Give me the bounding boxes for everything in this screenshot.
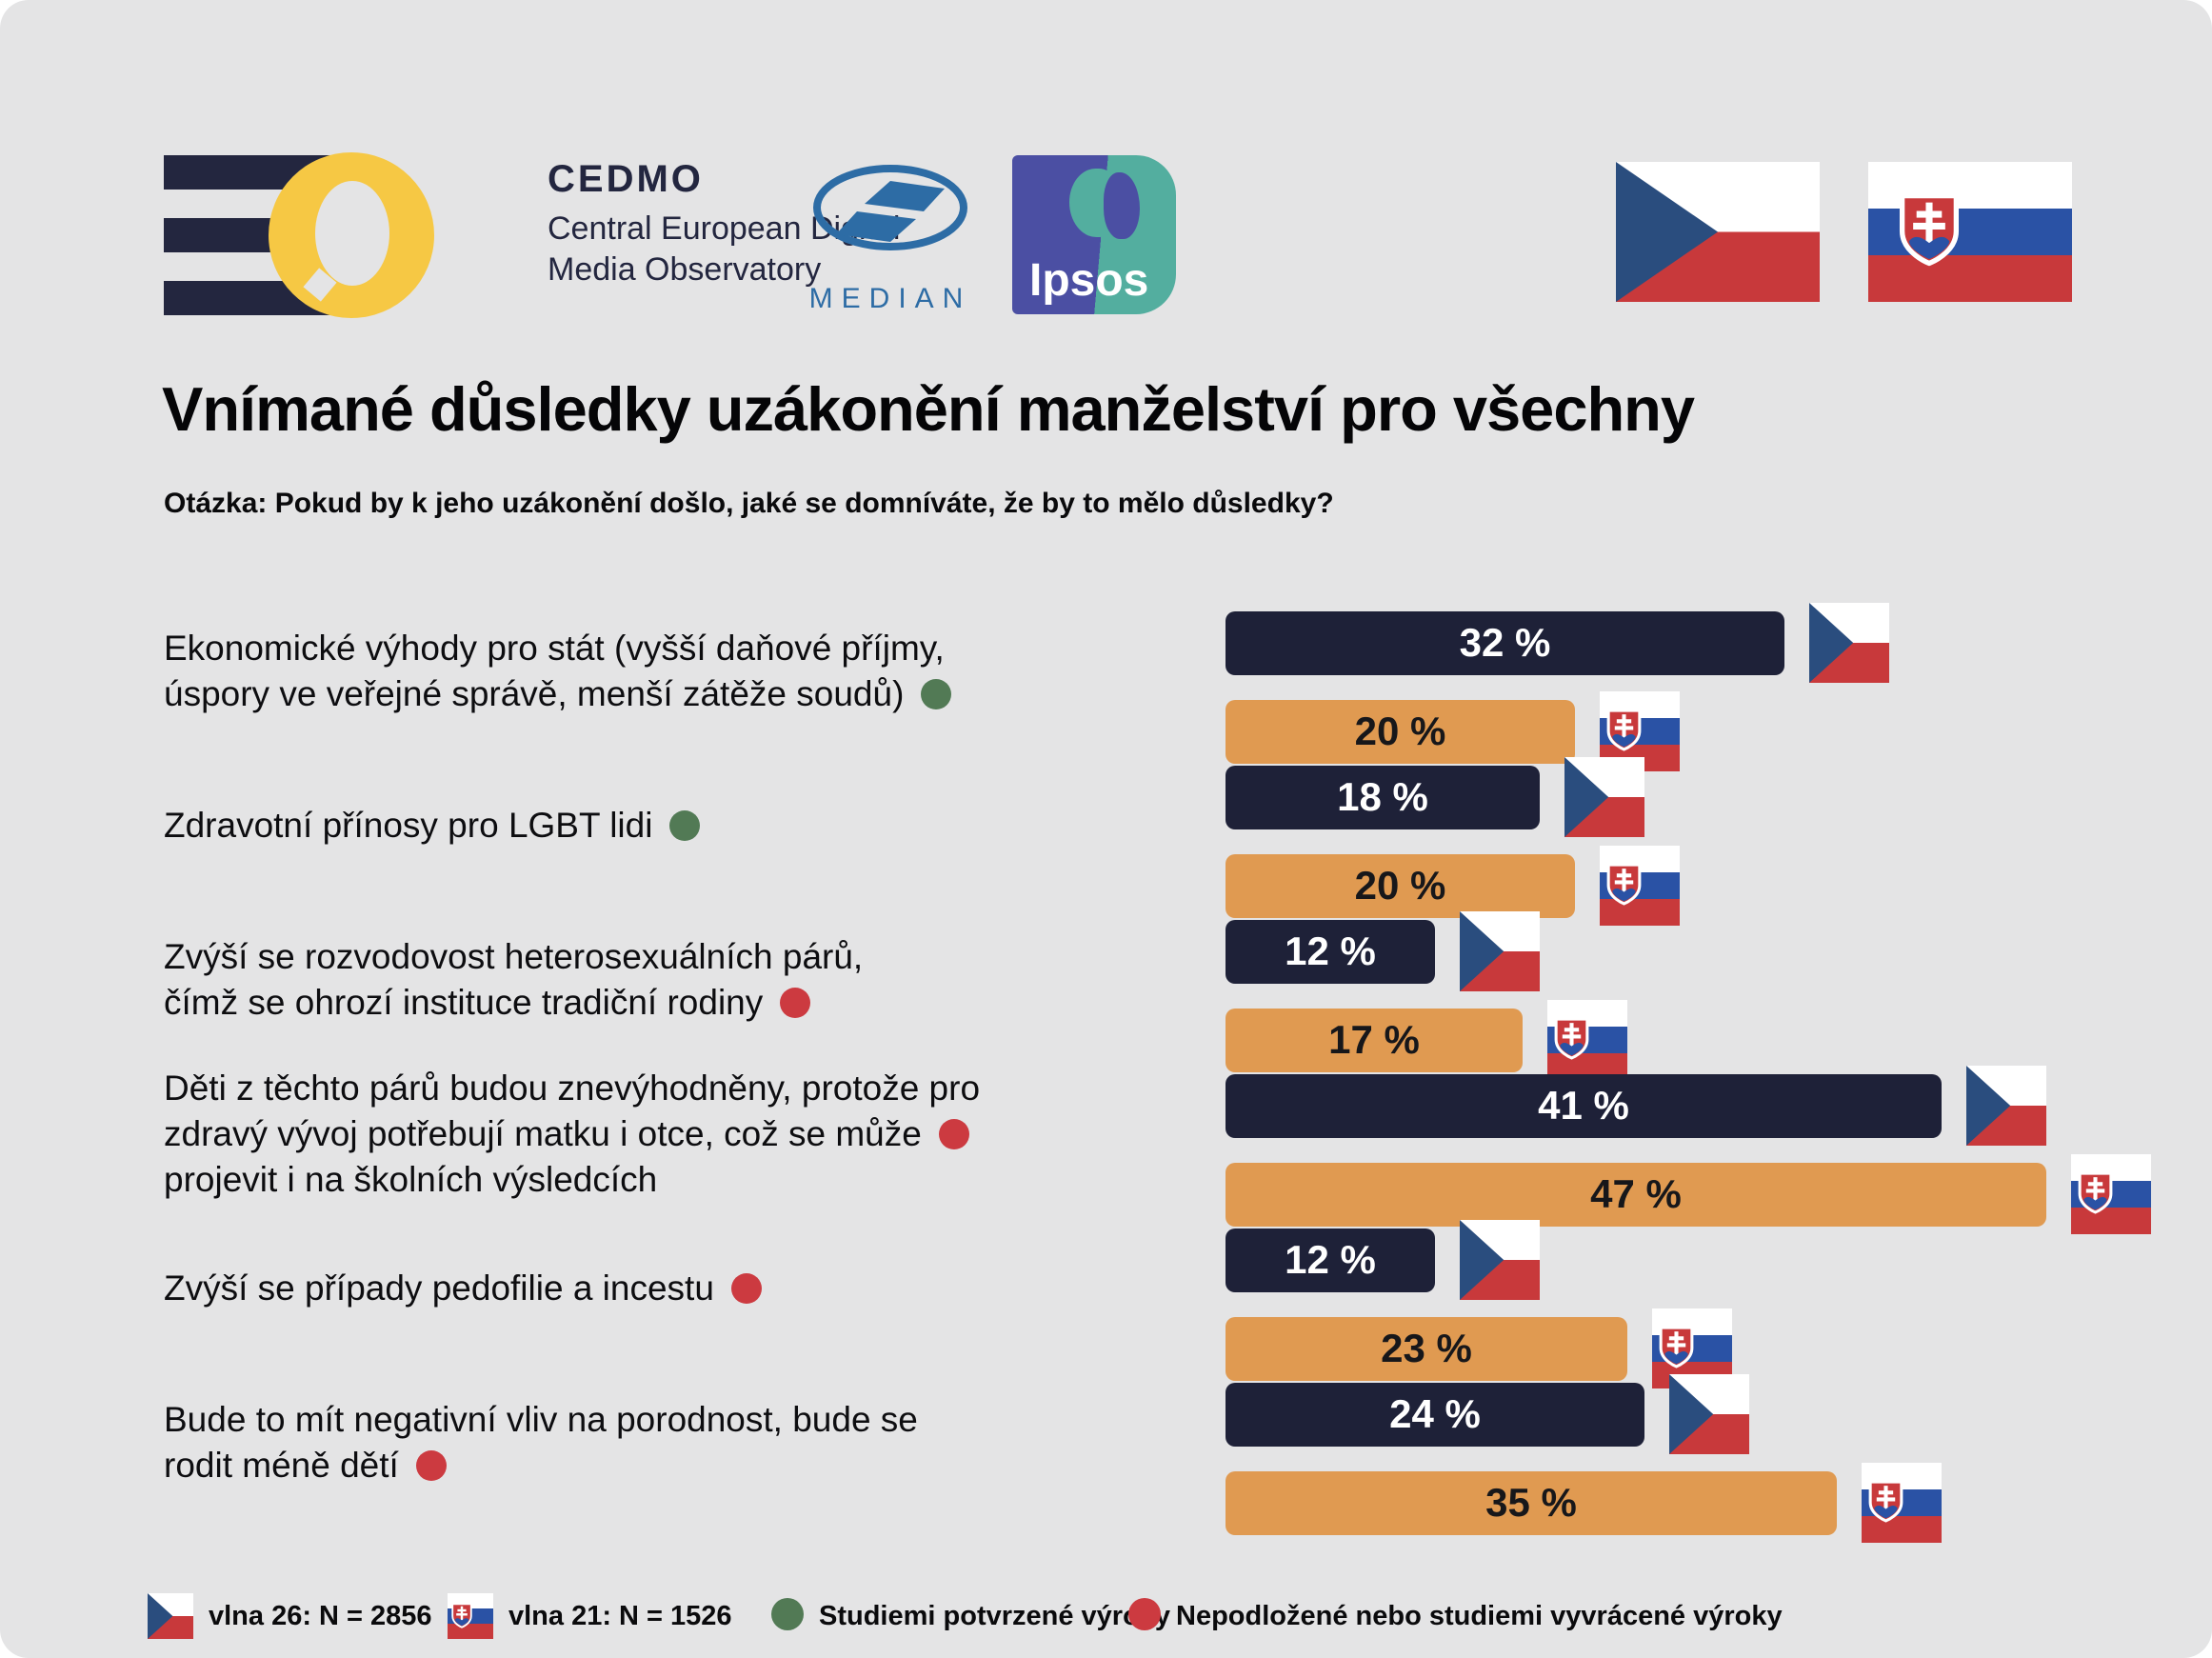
claim-status-dot [415,1449,447,1481]
bar-value: 24 % [1389,1391,1481,1436]
label-line: úspory ve veřejné správě, menší zátěže s… [164,673,905,713]
red-dot-icon [1128,1598,1161,1630]
label-line: Zvýší se případy pedofilie a incestu [164,1268,714,1308]
ipsos-face-icon [1104,172,1140,239]
bar-value: 12 % [1285,1237,1376,1282]
page-title: Vnímané důsledky uzákonění manželství pr… [162,374,1695,444]
green-dot-icon [771,1598,804,1630]
legend-wave-czech: vlna 26: N = 2856 [148,1592,432,1640]
slovak-flag-icon [1600,846,1680,926]
bar-czech: 32 % [1226,610,1784,675]
bar-value: 18 % [1337,774,1428,819]
chart-row-health-benefits: Zdravotní přínosy pro LGBT lidi 18 % 20 … [0,757,2212,926]
label-line: Zvýší se rozvodovost heterosexuálních pá… [164,936,864,976]
slovak-flag-icon [448,1593,493,1639]
czech-flag-icon [1460,1220,1540,1300]
slovak-flag-icon [1547,1000,1627,1080]
chart-row-children-disadvantaged: Děti z těchto párů budou znevýhodněny, p… [0,1066,2212,1234]
czech-flag-icon [1966,1066,2046,1146]
bar-czech: 12 % [1226,919,1435,984]
label-line: čímž se ohrozí instituce tradiční rodiny [164,982,764,1022]
chart-row-divorce-rate: Zvýší se rozvodovost heterosexuálních pá… [0,911,2212,1080]
slovak-flag-icon [1862,1463,1942,1543]
category-label: Děti z těchto párů budou znevýhodněny, p… [164,1066,1192,1203]
legend-refuted-claims: Nepodložené nebo studiemi vyvrácené výro… [1128,1592,1783,1640]
page-subtitle: Otázka: Pokud by k jeho uzákonění došlo,… [164,488,1334,519]
czech-flag-icon [148,1593,193,1639]
median-logo-text: MEDIAN [808,283,972,314]
bar-value: 12 % [1285,929,1376,973]
bar-value: 41 % [1538,1083,1629,1128]
label-line: Ekonomické výhody pro stát (vyšší daňové… [164,628,945,668]
bar-value: 20 % [1354,709,1446,753]
czech-flag-icon [1460,911,1540,991]
bar-value: 35 % [1485,1480,1577,1525]
bar-czech: 24 % [1226,1382,1644,1447]
legend-label: vlna 26: N = 2856 [209,1600,432,1631]
slovak-flag-icon [2071,1154,2151,1234]
slovak-flag-icon [1868,162,2072,302]
label-line: Děti z těchto párů budou znevýhodněny, p… [164,1068,981,1108]
czech-flag-icon [1669,1374,1749,1454]
legend-label: Nepodložené nebo studiemi vyvrácené výro… [1176,1600,1783,1631]
ipsos-logo-text: Ipsos [1029,255,1149,306]
category-label: Ekonomické výhody pro stát (vyšší daňové… [164,626,1192,717]
label-line: zdravý vývoj potřebují matku i otce, což… [164,1113,922,1153]
legend-label: vlna 21: N = 1526 [508,1600,732,1631]
czech-flag-icon [1564,757,1644,837]
bar-chart: Ekonomické výhody pro stát (vyšší daňové… [0,603,2212,1543]
czech-flag-icon [1616,162,1820,302]
bar-czech: 12 % [1226,1228,1435,1292]
czech-flag-icon [1809,603,1889,683]
claim-status-dot [921,678,952,709]
bar-slovak: 35 % [1226,1470,1837,1535]
bar-value: 47 % [1590,1171,1682,1216]
median-ring-icon [813,165,967,250]
bar-value: 20 % [1354,863,1446,908]
bar-value: 23 % [1381,1326,1472,1370]
cedmo-logo-icon [164,152,564,318]
legend-confirmed-claims: Studiemi potvrzené výroky [771,1592,1170,1640]
category-label: Zvýší se případy pedofilie a incestu [164,1266,1192,1311]
bar-czech: 41 % [1226,1073,1942,1138]
cedmo-logo-text: CEDMO Central European Digital Media Obs… [548,158,1081,290]
label-line: Zdravotní přínosy pro LGBT lidi [164,805,653,845]
chart-row-pedophilia-incest: Zvýší se případy pedofilie a incestu 12 … [0,1220,2212,1388]
claim-status-dot [730,1272,762,1304]
bar-slovak: 20 % [1226,853,1575,918]
bar-slovak: 47 % [1226,1162,2046,1227]
legend-wave-slovak: vlna 21: N = 1526 [448,1592,732,1640]
label-line: projevit i na školních výsledcích [164,1159,658,1199]
label-line: rodit méně dětí [164,1445,399,1485]
bar-slovak: 17 % [1226,1008,1523,1072]
label-line: Bude to mít negativní vliv na porodnost,… [164,1399,918,1439]
category-label: Zdravotní přínosy pro LGBT lidi [164,803,1192,849]
chart-row-birth-rate: Bude to mít negativní vliv na porodnost,… [0,1374,2212,1543]
cedmo-magnifier-icon [269,152,434,318]
bar-value: 17 % [1328,1017,1420,1062]
category-label: Bude to mít negativní vliv na porodnost,… [164,1397,1192,1488]
claim-status-dot [669,809,701,841]
ipsos-logo: Ipsos [1012,155,1176,314]
cedmo-name: CEDMO [548,158,704,200]
bar-slovak: 23 % [1226,1316,1627,1381]
chart-row-economic-benefits: Ekonomické výhody pro stát (vyšší daňové… [0,603,2212,771]
median-logo: MEDIAN [805,160,976,315]
claim-status-dot [938,1118,969,1149]
category-label: Zvýší se rozvodovost heterosexuálních pá… [164,934,1192,1026]
cedmo-subline-2: Media Observatory [548,251,822,288]
bar-value: 32 % [1459,620,1551,665]
bar-slovak: 20 % [1226,699,1575,764]
bar-czech: 18 % [1226,765,1540,829]
claim-status-dot [780,987,811,1018]
legend-label: Studiemi potvrzené výroky [819,1600,1171,1631]
